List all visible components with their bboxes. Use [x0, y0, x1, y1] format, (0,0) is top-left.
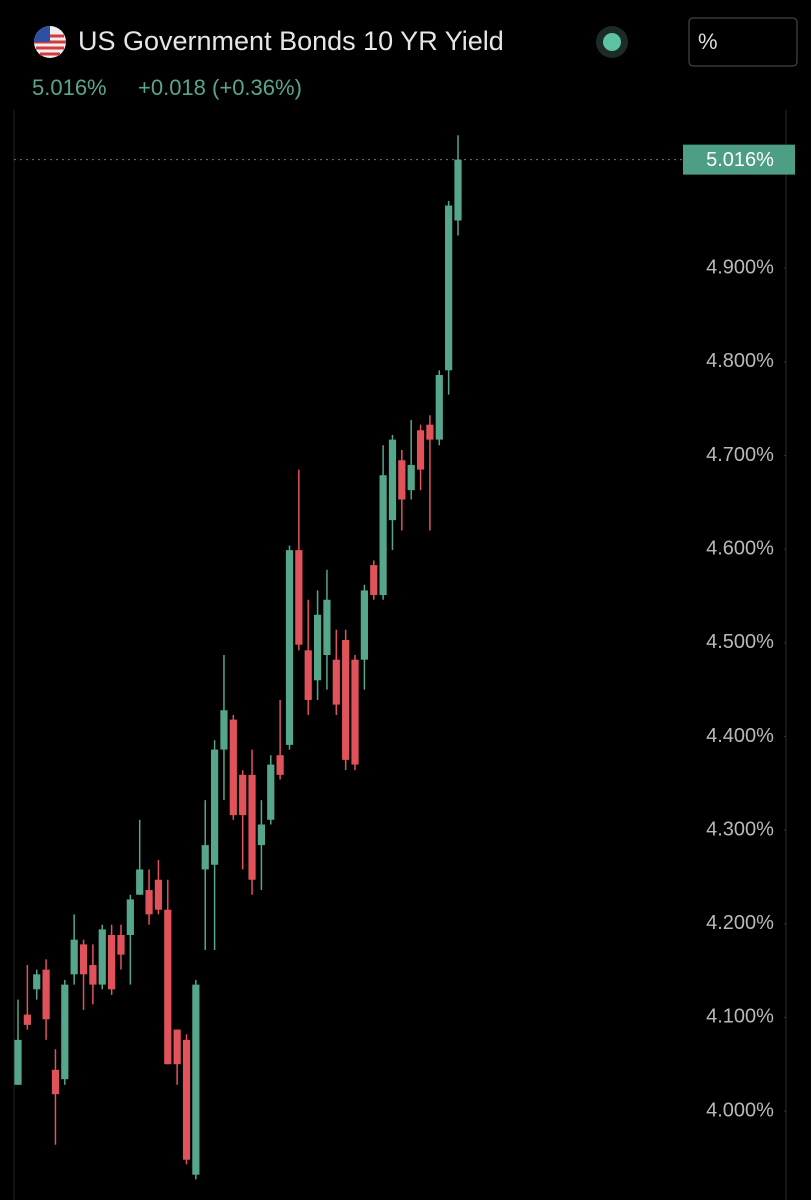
candle-body: [313, 614, 322, 681]
last-price-label: 5.016%: [706, 149, 774, 171]
candle-body: [61, 984, 69, 1080]
y-tick-label: 4.300%: [706, 818, 774, 840]
flag-icon: [34, 26, 66, 58]
candle-body: [407, 464, 415, 491]
candle-body: [342, 640, 350, 760]
unit-selector[interactable]: [688, 17, 798, 67]
y-tick-label: 4.400%: [706, 725, 774, 747]
candle-body: [192, 984, 200, 1175]
candle-body: [285, 550, 294, 745]
candle-body: [89, 964, 97, 985]
candle-body: [14, 1039, 22, 1085]
candle-body: [426, 424, 434, 440]
candle-body: [257, 824, 266, 846]
price: 5.016%: [32, 75, 107, 100]
candle-body: [145, 890, 153, 915]
status-dot: [603, 33, 621, 51]
candle-body: [70, 939, 78, 975]
candle-body: [79, 944, 88, 975]
candle-body: [248, 774, 256, 880]
candle-body: [173, 1029, 181, 1065]
candle-body: [276, 755, 284, 775]
candle-body: [416, 430, 425, 470]
y-tick-label: 4.100%: [706, 1006, 774, 1028]
candle-body: [154, 879, 163, 910]
candle-body: [117, 934, 125, 955]
price-change: +0.018 (+0.36%): [138, 75, 302, 100]
candle-body: [435, 375, 443, 440]
candle-body: [164, 909, 172, 1065]
last-price-tag: [683, 144, 795, 175]
candle-body: [445, 205, 453, 371]
candle-body: [98, 929, 106, 985]
chart-title: US Government Bonds 10 YR Yield: [78, 26, 504, 56]
plot: 4.000% 4.100% 4.200% 4.300% 4.400% 4.500% 4.60…: [14, 135, 795, 1180]
candle-body: [108, 934, 116, 990]
y-tick-label: 4.000%: [706, 1099, 774, 1121]
candle-body: [267, 764, 275, 820]
y-tick-label: 4.500%: [706, 631, 774, 653]
candle-body: [454, 159, 462, 221]
y-tick-label: 4.200%: [706, 912, 774, 934]
y-tick-label: 4.800%: [706, 350, 774, 372]
y-tick-label: 4.900%: [706, 257, 774, 279]
candle-body: [51, 1069, 60, 1095]
candle-body: [42, 969, 50, 1020]
candle-body: [126, 899, 134, 935]
candle-body: [220, 710, 228, 750]
candle-body: [370, 565, 378, 596]
y-tick-label: 4.600%: [706, 537, 774, 559]
candle-body: [360, 590, 368, 660]
candle-body: [33, 974, 41, 990]
candle-body: [388, 439, 397, 521]
candle-body: [304, 650, 312, 700]
candle-body: [136, 869, 144, 895]
candle-body: [23, 1014, 31, 1025]
candle-body: [323, 599, 331, 655]
candle-body: [229, 719, 237, 816]
y-tick-label: 4.700%: [706, 444, 774, 466]
candle-body: [398, 460, 406, 500]
unit-label[interactable]: %: [698, 29, 718, 54]
candle-body: [379, 475, 387, 596]
candle-body: [201, 845, 209, 870]
candle-body: [351, 659, 359, 765]
candle-body: [210, 749, 219, 865]
candle-body: [182, 1039, 191, 1160]
candle-body: [332, 659, 340, 705]
candle-body: [295, 550, 303, 645]
candle-body: [239, 774, 247, 816]
